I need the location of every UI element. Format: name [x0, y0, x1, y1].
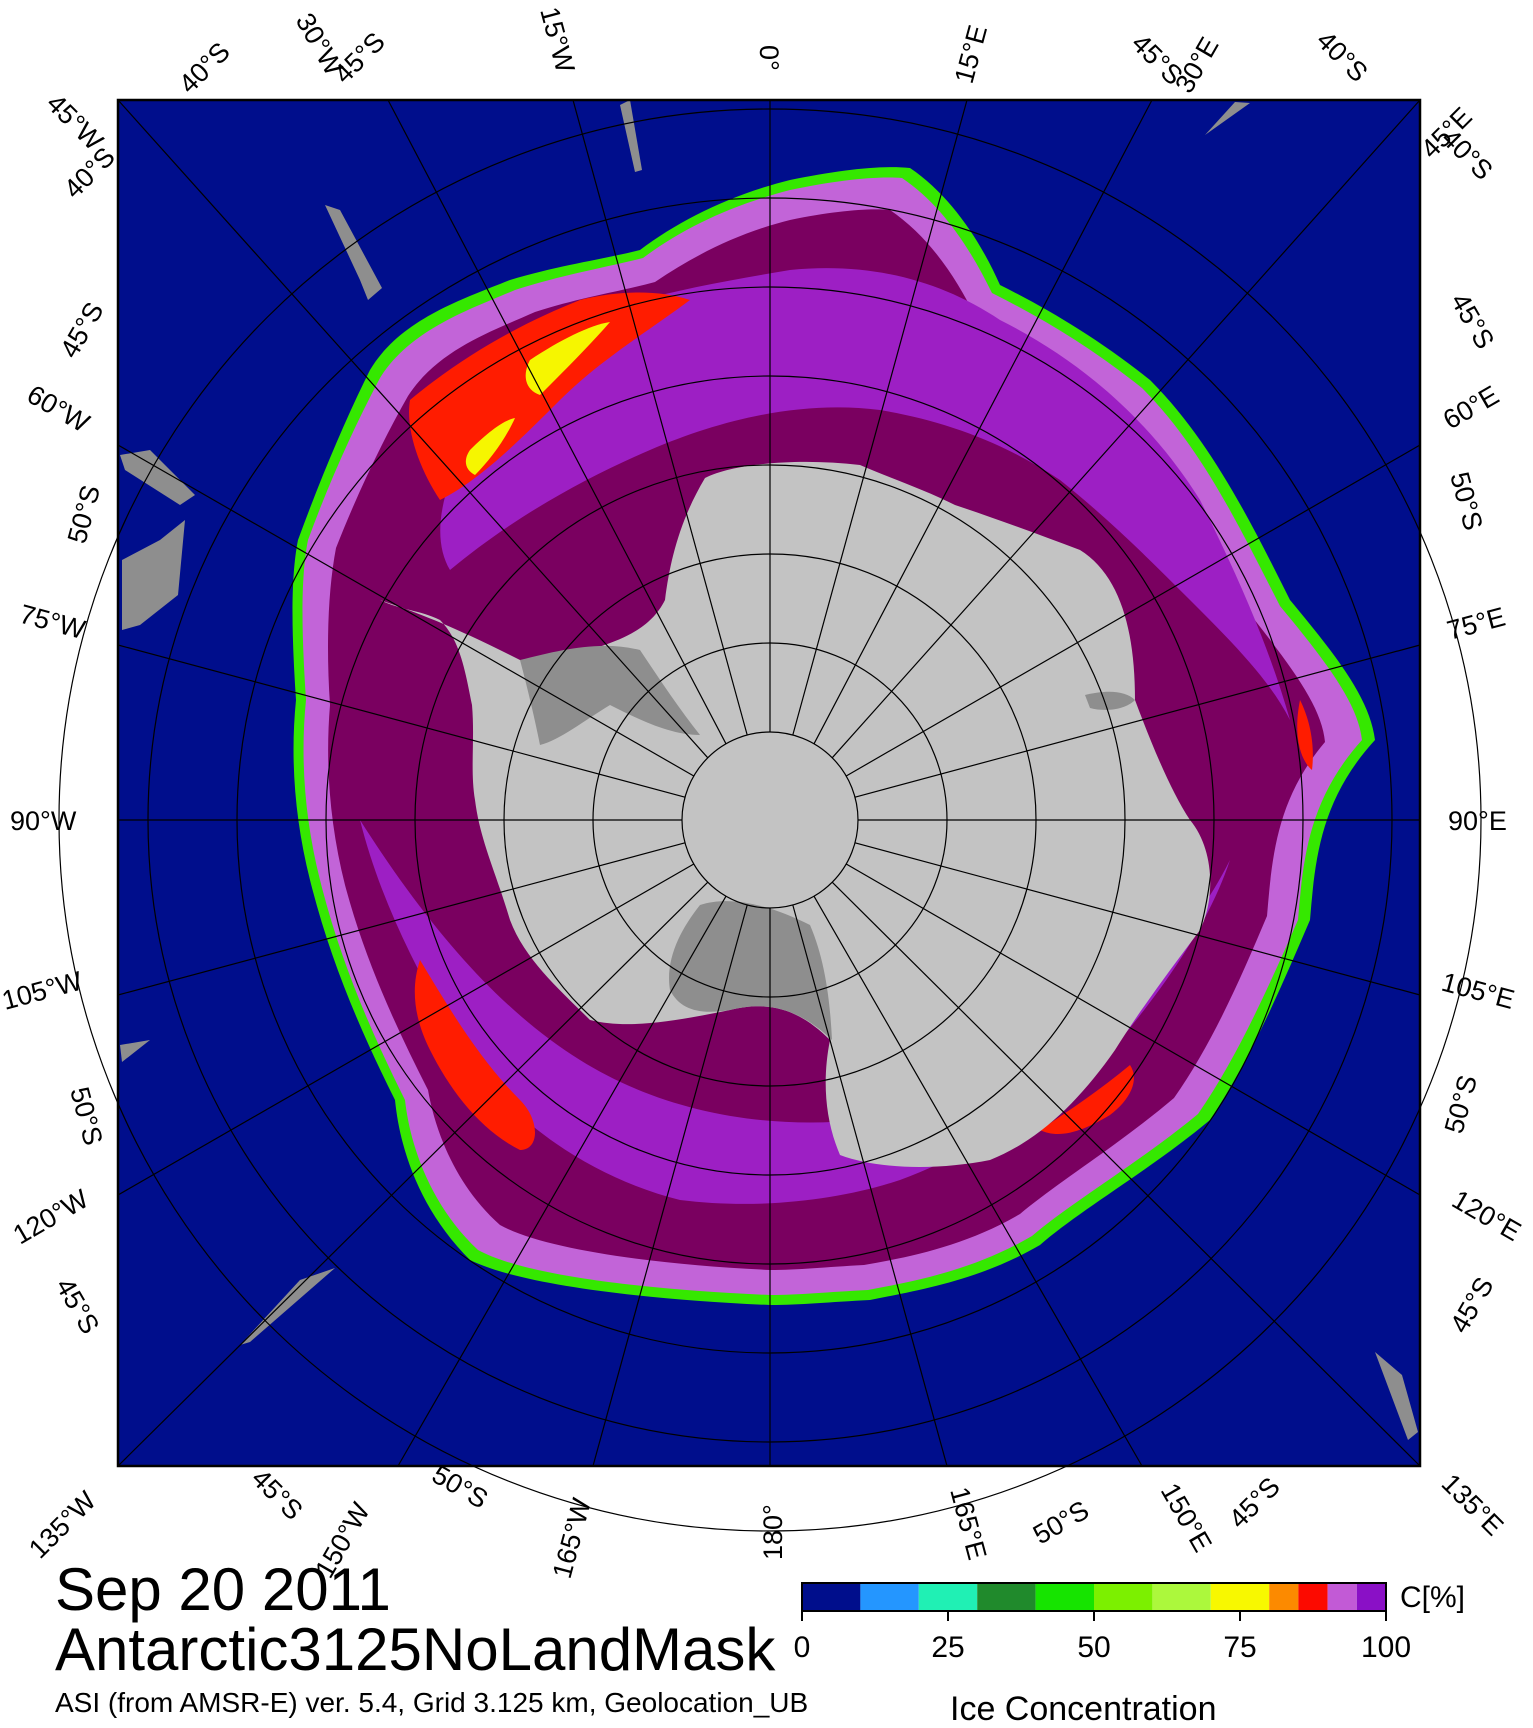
graticule-label: 120°E	[1447, 1184, 1526, 1247]
graticule-label: 135°W	[23, 1485, 102, 1564]
colorbar-segment	[1035, 1583, 1094, 1611]
graticule-label: 120°W	[8, 1183, 94, 1250]
colorbar-segment	[1094, 1583, 1153, 1611]
colorbar-tick-label: 100	[1361, 1631, 1411, 1664]
product-info: ASI (from AMSR-E) ver. 5.4, Grid 3.125 k…	[55, 1687, 809, 1718]
graticule-label: 50°S	[64, 1084, 108, 1149]
colorbar-ticks: 0 25 50 75 100	[794, 1611, 1411, 1664]
ice-yellow-zone	[465, 418, 515, 475]
colorbar-segments	[802, 1583, 1386, 1611]
right-axis-labels: 40°S 45°S 60°E 50°S 75°E 90°E 105°E 50°S…	[1436, 123, 1526, 1338]
colorbar-segment	[1210, 1583, 1270, 1611]
colorbar-segment	[1269, 1583, 1299, 1611]
graticule-label: 45°S	[246, 1463, 309, 1526]
colorbar-segment	[1327, 1583, 1357, 1611]
ross-ice-shelf	[669, 901, 832, 1040]
ice-yellow-zone	[525, 322, 610, 395]
weddell-ice-shelf	[520, 645, 700, 745]
dataset-name: Antarctic3125NoLandMask	[55, 1616, 776, 1683]
graticule-label: 60°W	[22, 379, 95, 438]
land-fragment	[122, 520, 185, 630]
colorbar-segment	[977, 1583, 1036, 1611]
graticule-label: 45°S	[1223, 1471, 1286, 1534]
land-fragment	[620, 100, 642, 172]
graticule-label: 50°S	[62, 482, 106, 547]
colorbar-tick-label: 25	[931, 1631, 964, 1664]
colorbar-caption: Ice Concentration	[950, 1690, 1217, 1728]
amery-ice-shelf	[1085, 691, 1135, 710]
colorbar: C[%] 0 25 50 75 100	[794, 1581, 1465, 1664]
graticule-label: 50°S	[1444, 469, 1488, 534]
colorbar-segment	[918, 1583, 978, 1611]
land-fragment	[240, 1268, 335, 1345]
graticule-label: 45°S	[54, 297, 109, 363]
graticule-label: 45°S	[50, 1273, 105, 1339]
graticule-label: 40°S	[58, 141, 121, 204]
colorbar-tick-label: 50	[1077, 1631, 1110, 1664]
colorbar-tick-label: 0	[794, 1631, 811, 1664]
graticule-label: 90°W	[10, 806, 77, 836]
graticule-label: 75°W	[16, 599, 88, 645]
map-date: Sep 20 2011	[55, 1556, 391, 1623]
graticule-label: 50°S	[1028, 1495, 1094, 1550]
graticule	[58, 99, 1482, 1532]
graticule-label: 75°E	[1444, 602, 1509, 646]
sea-ice-mid-band	[440, 268, 1290, 720]
graticule-label: 165°E	[944, 1484, 992, 1563]
colorbar-segment	[1356, 1583, 1386, 1611]
left-axis-labels: 40°S 45°S 60°W 50°S 75°W 90°W 105°W 50°S…	[0, 141, 121, 1339]
map-frame	[116, 98, 1422, 1468]
colorbar-tick-label: 75	[1223, 1631, 1256, 1664]
land-fragment	[1205, 102, 1250, 135]
graticule-label: 105°W	[0, 966, 86, 1016]
graticule-label: 40°S	[173, 36, 236, 99]
colorbar-segment	[802, 1583, 861, 1611]
land-fragment	[120, 450, 195, 505]
graticule-label: 50°S	[1439, 1072, 1483, 1137]
graticule-label: 0°	[754, 45, 784, 71]
graticule-label: 90°E	[1448, 806, 1507, 836]
graticule-label: 15°E	[949, 22, 993, 87]
colorbar-segment	[860, 1583, 919, 1611]
ice-red-zone	[1040, 1065, 1134, 1135]
map-title-block: Sep 20 2011 Antarctic3125NoLandMask ASI …	[55, 1560, 808, 1718]
land-fragment	[325, 205, 382, 300]
graticule-label: 15°W	[534, 4, 580, 76]
ice-red-zone	[1297, 700, 1313, 770]
colorbar-segment	[1298, 1583, 1328, 1611]
graticule-label: 45°S	[1444, 1272, 1499, 1338]
graticule-label: 50°S	[427, 1459, 493, 1514]
graticule-label: 180°	[758, 1504, 788, 1560]
graticule-label: 60°E	[1438, 380, 1504, 435]
land-fragment	[1375, 1352, 1418, 1440]
colorbar-unit: C[%]	[1400, 1581, 1465, 1614]
graticule-label: 45°S	[1445, 288, 1500, 354]
graticule-label: 40°S	[1311, 25, 1374, 88]
land-fragment	[120, 1040, 150, 1062]
graticule-label: 135°E	[1436, 1468, 1509, 1541]
graticule-label: 105°E	[1438, 967, 1517, 1015]
antarctica-land	[380, 461, 1211, 1167]
colorbar-segment	[1152, 1583, 1211, 1611]
graticule-label: 45°S	[328, 26, 391, 89]
graticule-label: 150°E	[1155, 1478, 1218, 1557]
